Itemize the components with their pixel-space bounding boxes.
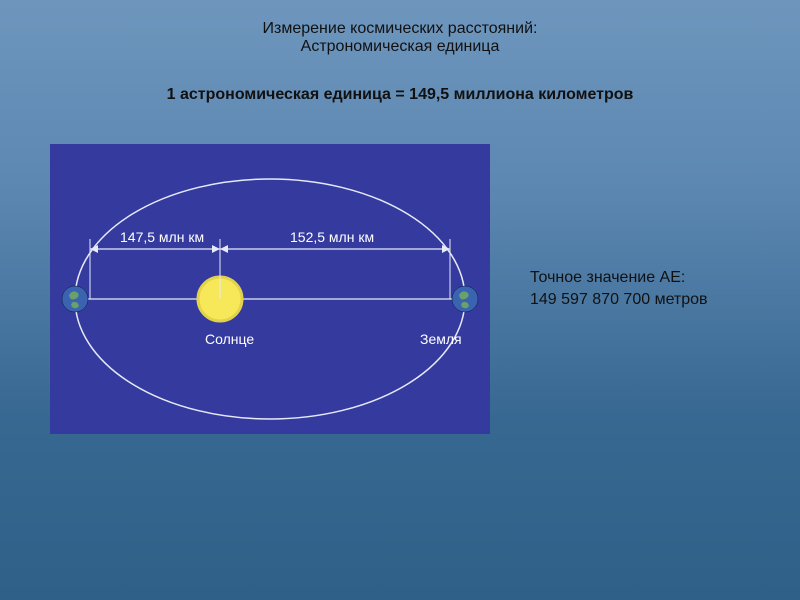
earth-perihelion-icon <box>62 286 88 312</box>
earth-label: Земля <box>420 331 462 347</box>
aphelion-value: 152,5 млн км <box>290 229 374 245</box>
orbit-svg: Солнце Земля 147,5 млн км 152,5 млн км <box>50 144 490 434</box>
title-block: Измерение космических расстояний: Астрон… <box>0 0 800 56</box>
exact-value-block: Точное значение АЕ: 149 597 870 700 метр… <box>530 267 770 310</box>
earth-aphelion-icon <box>452 286 478 312</box>
orbit-diagram: Солнце Земля 147,5 млн км 152,5 млн км <box>50 144 490 434</box>
perihelion-value: 147,5 млн км <box>120 229 204 245</box>
sun-label: Солнце <box>205 331 254 347</box>
exact-value-number: 149 597 870 700 метров <box>530 289 770 311</box>
diagram-bg <box>50 144 490 434</box>
title-line-1: Измерение космических расстояний: <box>0 20 800 38</box>
content-row: Солнце Земля 147,5 млн км 152,5 млн км Т… <box>0 144 800 434</box>
exact-value-label: Точное значение АЕ: <box>530 267 770 289</box>
title-line-2: Астрономическая единица <box>0 38 800 56</box>
subtitle: 1 астрономическая единица = 149,5 миллио… <box>0 86 800 104</box>
